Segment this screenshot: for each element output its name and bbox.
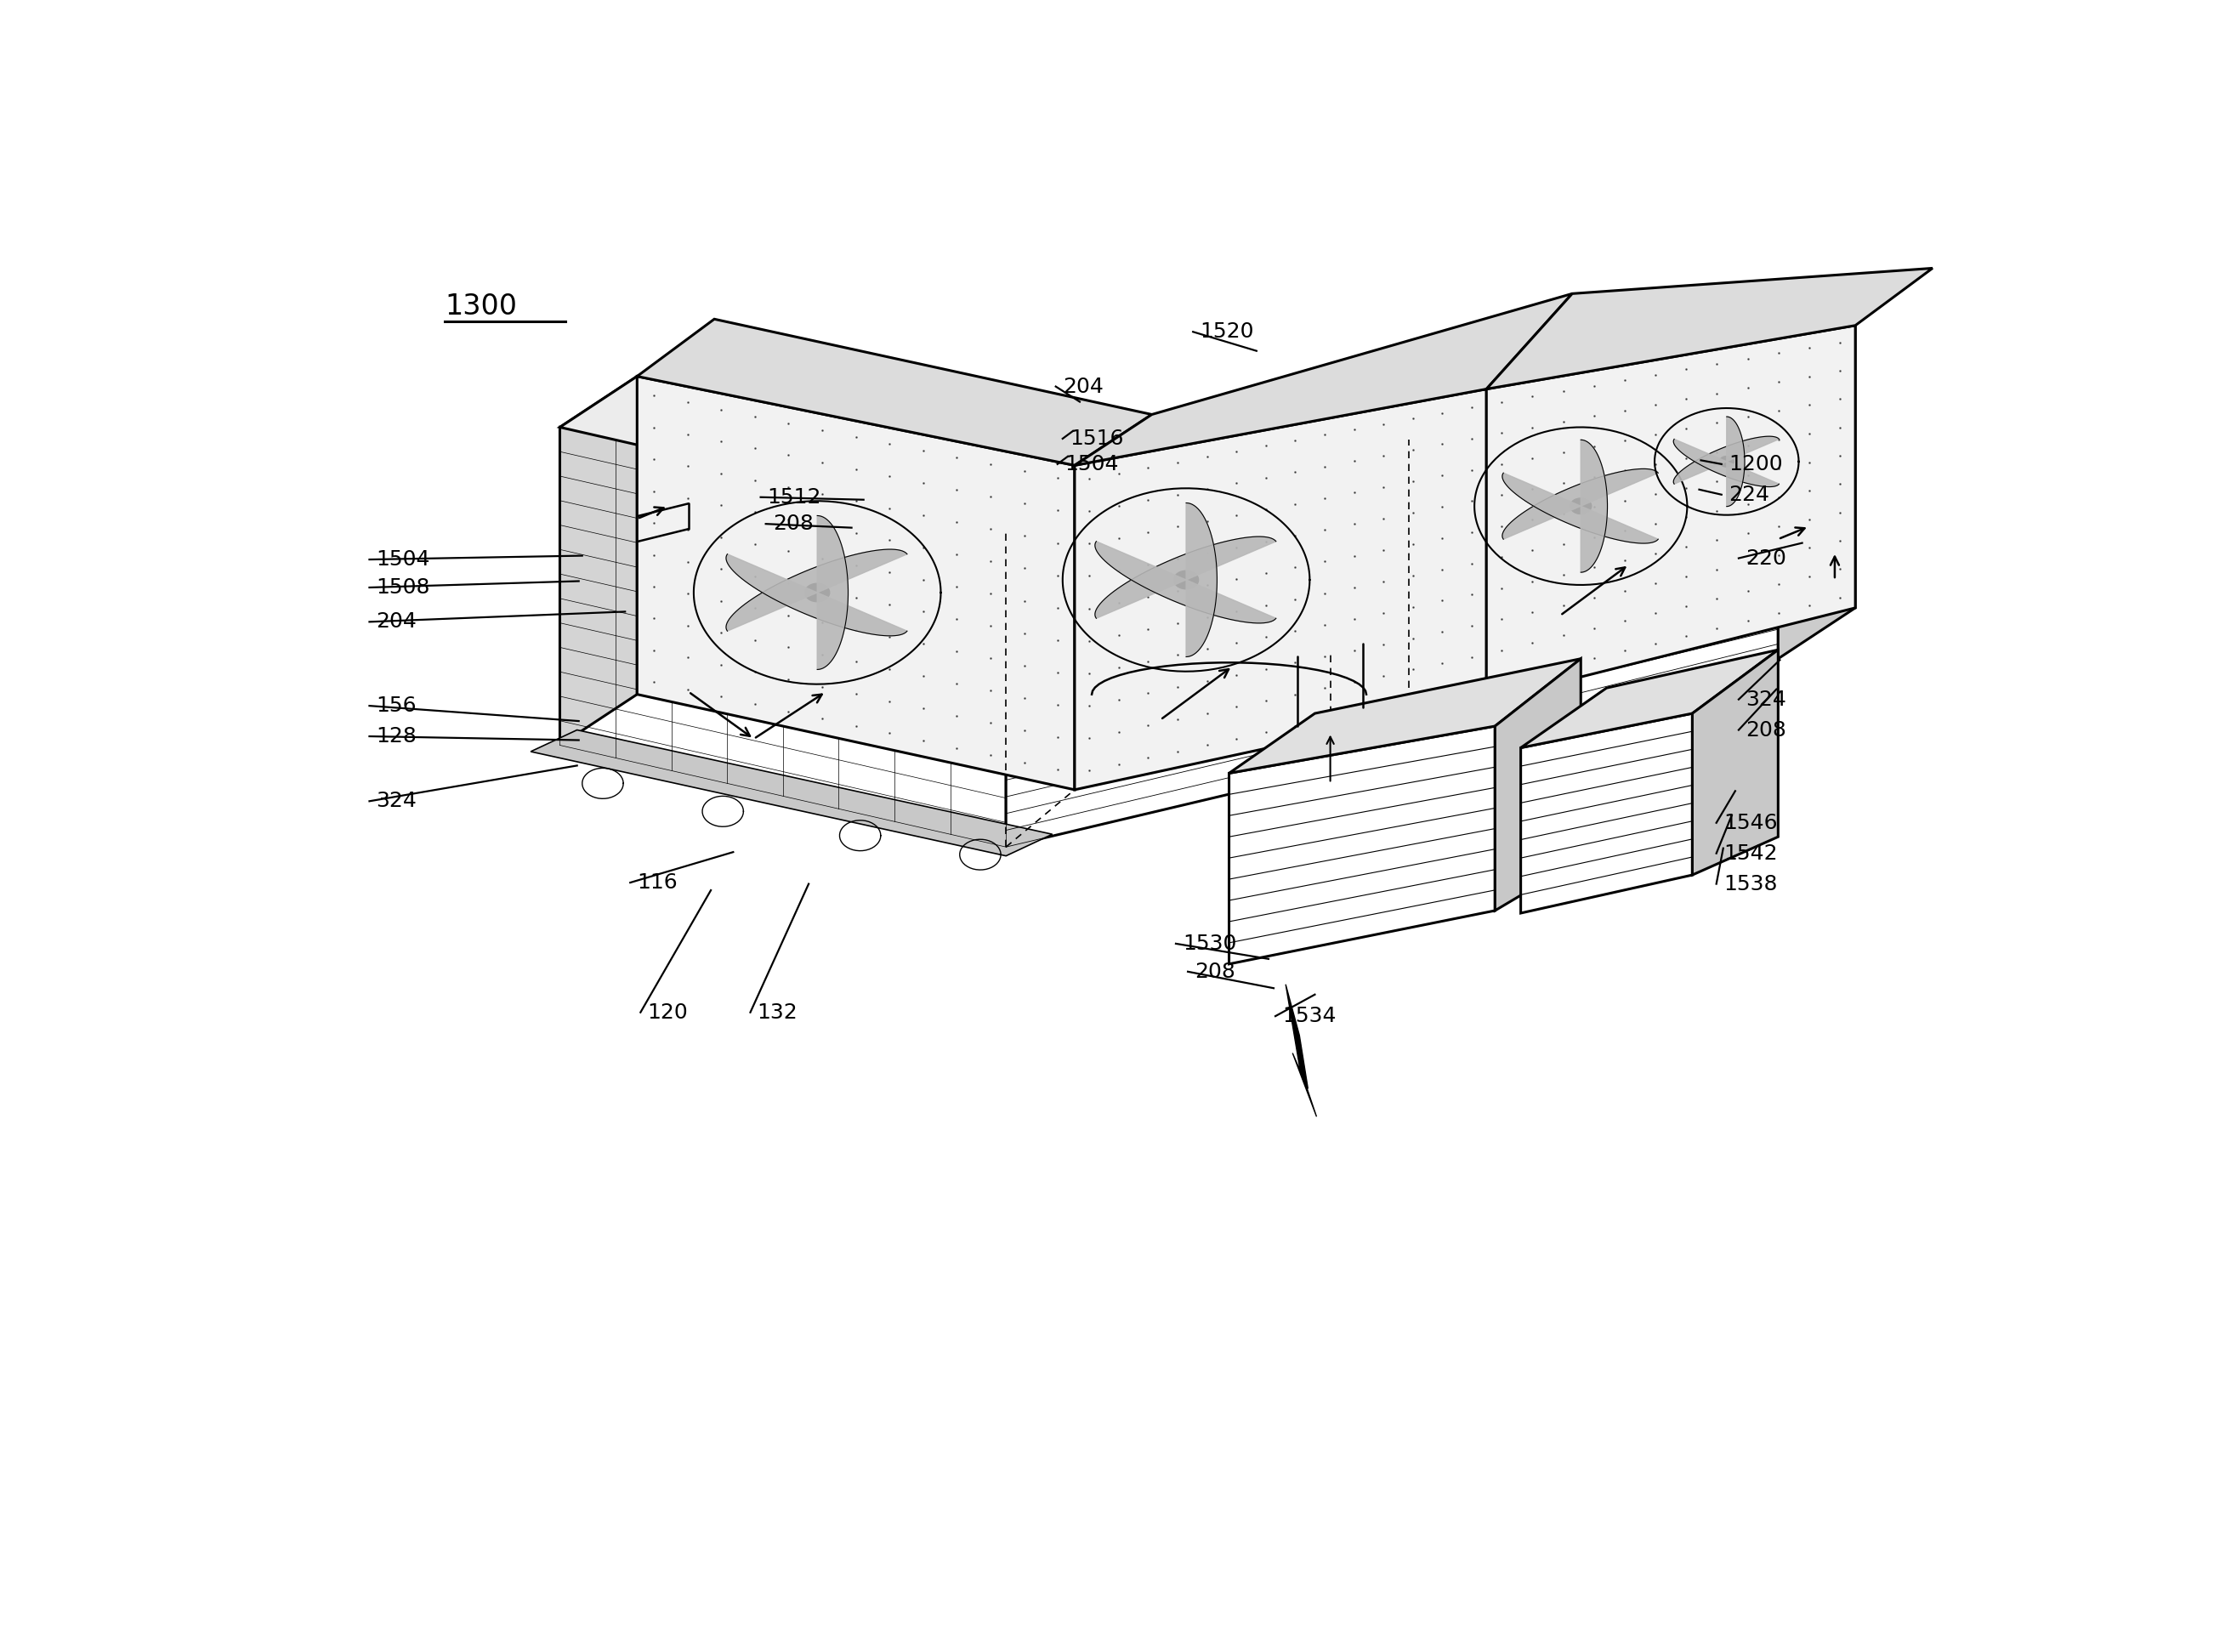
Polygon shape bbox=[1521, 714, 1691, 914]
Polygon shape bbox=[726, 550, 908, 631]
Polygon shape bbox=[817, 515, 848, 669]
Polygon shape bbox=[560, 377, 1074, 529]
Polygon shape bbox=[560, 377, 638, 745]
Text: 1508: 1508 bbox=[376, 577, 430, 598]
Polygon shape bbox=[1408, 390, 1486, 752]
Polygon shape bbox=[1503, 472, 1658, 544]
Polygon shape bbox=[1570, 499, 1592, 514]
Polygon shape bbox=[1486, 325, 1855, 700]
Text: 1534: 1534 bbox=[1282, 1006, 1337, 1026]
Polygon shape bbox=[1229, 727, 1494, 965]
Text: 116: 116 bbox=[638, 872, 677, 892]
Polygon shape bbox=[1778, 325, 1855, 659]
Polygon shape bbox=[531, 730, 1052, 856]
Text: 1530: 1530 bbox=[1182, 933, 1238, 953]
Polygon shape bbox=[1229, 659, 1581, 773]
Polygon shape bbox=[1581, 439, 1607, 572]
Polygon shape bbox=[638, 319, 1151, 466]
Text: 204: 204 bbox=[1063, 377, 1103, 396]
Text: 1200: 1200 bbox=[1729, 454, 1782, 474]
Text: 208: 208 bbox=[1745, 720, 1787, 740]
Text: 1504: 1504 bbox=[376, 550, 430, 570]
Text: 324: 324 bbox=[1745, 689, 1787, 710]
Text: 224: 224 bbox=[1729, 484, 1769, 506]
Text: 156: 156 bbox=[376, 695, 416, 715]
Text: 1516: 1516 bbox=[1069, 428, 1122, 449]
Polygon shape bbox=[1074, 390, 1486, 790]
Polygon shape bbox=[560, 428, 1005, 847]
Polygon shape bbox=[1674, 439, 1780, 487]
Text: 324: 324 bbox=[376, 791, 416, 811]
Polygon shape bbox=[1096, 537, 1275, 618]
Polygon shape bbox=[1503, 469, 1658, 539]
Polygon shape bbox=[726, 553, 908, 636]
Polygon shape bbox=[1494, 659, 1581, 910]
Text: 1542: 1542 bbox=[1722, 843, 1778, 864]
Text: 128: 128 bbox=[376, 727, 416, 747]
Text: 220: 220 bbox=[1745, 548, 1787, 568]
Text: 1512: 1512 bbox=[768, 487, 821, 507]
Text: 1538: 1538 bbox=[1722, 874, 1778, 894]
Polygon shape bbox=[1486, 268, 1933, 390]
Text: 120: 120 bbox=[646, 1003, 689, 1023]
Polygon shape bbox=[1096, 542, 1275, 623]
Polygon shape bbox=[1408, 378, 1778, 752]
Polygon shape bbox=[1408, 325, 1855, 439]
Polygon shape bbox=[1005, 439, 1408, 847]
Polygon shape bbox=[638, 377, 1074, 790]
Polygon shape bbox=[1720, 456, 1734, 468]
Text: 1300: 1300 bbox=[445, 292, 518, 320]
Text: 1546: 1546 bbox=[1722, 813, 1778, 833]
Text: 208: 208 bbox=[773, 514, 813, 534]
Polygon shape bbox=[1691, 649, 1778, 876]
Polygon shape bbox=[1727, 416, 1745, 507]
Polygon shape bbox=[1173, 570, 1198, 590]
Polygon shape bbox=[1005, 390, 1486, 529]
Text: 208: 208 bbox=[1196, 961, 1235, 981]
Polygon shape bbox=[1521, 649, 1778, 748]
Polygon shape bbox=[1187, 502, 1218, 657]
Text: 132: 132 bbox=[757, 1003, 797, 1023]
Text: 1520: 1520 bbox=[1200, 322, 1253, 342]
Polygon shape bbox=[806, 583, 830, 601]
Polygon shape bbox=[1674, 436, 1780, 484]
Polygon shape bbox=[1286, 985, 1317, 1117]
Text: 204: 204 bbox=[376, 611, 416, 633]
Text: 1504: 1504 bbox=[1065, 454, 1118, 474]
Polygon shape bbox=[1074, 294, 1572, 466]
